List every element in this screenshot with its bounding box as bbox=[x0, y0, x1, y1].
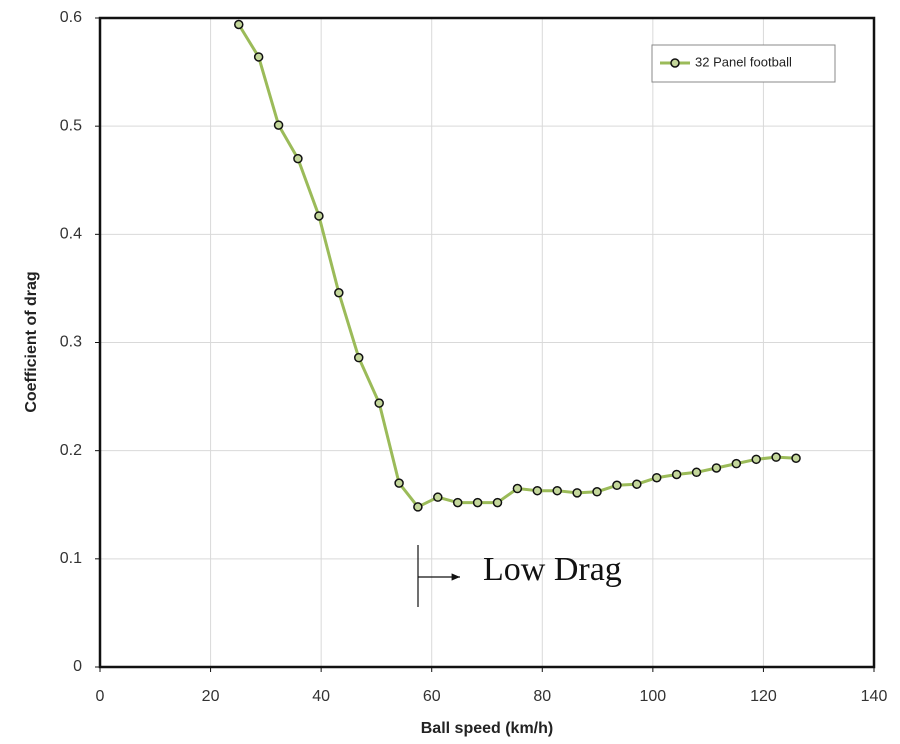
data-point bbox=[374, 398, 384, 408]
data-point bbox=[791, 453, 801, 463]
data-point bbox=[512, 483, 523, 494]
data-point bbox=[492, 497, 503, 508]
x-tick-label: 20 bbox=[202, 688, 220, 705]
annotation-text: Low Drag bbox=[483, 551, 622, 588]
data-point bbox=[771, 452, 781, 462]
data-point bbox=[711, 463, 722, 473]
data-point bbox=[413, 502, 423, 512]
y-tick-label: 0.4 bbox=[60, 226, 82, 243]
y-axis-title: Coefficient of drag bbox=[23, 271, 40, 412]
y-tick-label: 0.5 bbox=[60, 117, 82, 134]
data-point bbox=[572, 488, 582, 498]
y-tick-label: 0.3 bbox=[60, 334, 82, 351]
x-tick-label: 0 bbox=[96, 688, 105, 705]
data-point bbox=[751, 454, 761, 465]
data-point bbox=[691, 467, 702, 478]
x-tick-label: 100 bbox=[640, 688, 667, 705]
x-tick-label: 40 bbox=[312, 688, 330, 705]
y-tick-label: 0.6 bbox=[60, 9, 82, 26]
data-point bbox=[592, 487, 602, 497]
x-tick-label: 60 bbox=[423, 688, 441, 705]
data-point bbox=[651, 472, 662, 483]
data-point bbox=[273, 120, 284, 130]
y-tick-label: 0 bbox=[73, 658, 82, 675]
x-axis-title: Ball speed (km/h) bbox=[421, 720, 553, 737]
data-point bbox=[293, 153, 303, 164]
y-tick-label: 0.1 bbox=[60, 550, 82, 567]
legend-label: 32 Panel football bbox=[695, 54, 792, 69]
data-point bbox=[433, 492, 443, 502]
data-point bbox=[334, 287, 344, 298]
x-tick-label: 120 bbox=[750, 688, 777, 705]
series-line bbox=[237, 23, 797, 509]
x-tick-label: 80 bbox=[533, 688, 551, 705]
data-point bbox=[353, 352, 364, 363]
annotation: Low Drag bbox=[417, 545, 622, 607]
data-point bbox=[253, 52, 264, 62]
data-point bbox=[452, 497, 463, 508]
x-tick-label: 140 bbox=[861, 688, 888, 705]
data-point bbox=[552, 485, 562, 496]
data-point bbox=[234, 19, 244, 30]
data-point bbox=[671, 469, 682, 480]
data-point bbox=[314, 211, 324, 221]
y-tick-label: 0.2 bbox=[60, 442, 82, 459]
data-point bbox=[394, 478, 404, 488]
data-point bbox=[632, 479, 642, 489]
plot bbox=[234, 19, 801, 512]
data-point bbox=[472, 497, 483, 508]
legend: 32 Panel football bbox=[651, 44, 836, 83]
legend-marker bbox=[670, 58, 680, 68]
plot-frame bbox=[98, 16, 876, 669]
data-point bbox=[612, 480, 622, 491]
data-point bbox=[532, 485, 543, 496]
data-point bbox=[731, 458, 742, 469]
